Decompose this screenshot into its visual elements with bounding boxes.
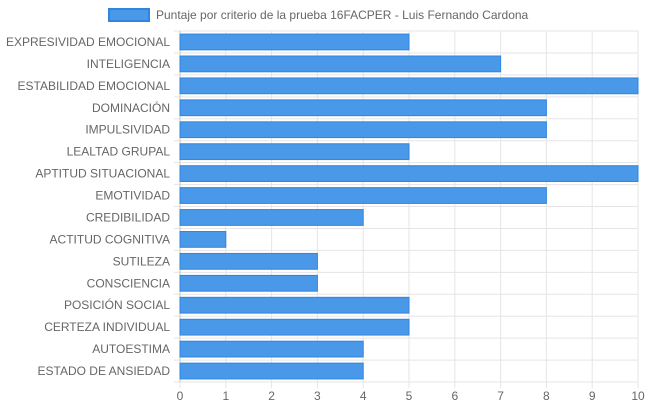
y-tick-label: AUTOESTIMA xyxy=(92,342,170,356)
bar[interactable] xyxy=(179,55,502,73)
x-tick-label: 10 xyxy=(631,389,645,403)
x-tick-label: 7 xyxy=(497,389,504,403)
bar[interactable] xyxy=(179,231,227,248)
x-tick-label: 0 xyxy=(177,389,184,403)
y-tick-label: EMOTIVIDAD xyxy=(95,189,170,203)
y-tick-label: CONSCIENCIA xyxy=(87,276,170,290)
y-axis-labels: EXPRESIVIDAD EMOCIONAL INTELIGENCIA ESTABI… xyxy=(6,35,170,378)
bar[interactable] xyxy=(179,187,547,204)
y-tick-label: EXPRESIVIDAD EMOCIONAL xyxy=(6,35,170,49)
y-tick-label: ESTABILIDAD EMOCIONAL xyxy=(18,79,171,93)
bar[interactable] xyxy=(179,165,639,182)
y-tick-label: DOMINACIÓN xyxy=(92,100,170,115)
y-tick-label: APTITUD SITUACIONAL xyxy=(35,167,170,181)
y-tick-label: SUTILEZA xyxy=(113,254,170,268)
x-tick-label: 9 xyxy=(589,389,596,403)
legend-label: Puntaje por criterio de la prueba 16FACP… xyxy=(156,8,529,22)
y-tick-label: CREDIBILIDAD xyxy=(86,210,170,224)
bars-layer xyxy=(179,33,639,380)
y-tick-label: LEALTAD GRUPAL xyxy=(67,145,171,159)
x-tick-label: 1 xyxy=(222,389,229,403)
x-axis-labels: 0 1 2 3 4 5 6 7 8 9 10 xyxy=(177,389,645,403)
x-tick-label: 5 xyxy=(406,389,413,403)
bar[interactable] xyxy=(179,252,318,270)
y-tick-label: IMPULSIVIDAD xyxy=(85,123,170,137)
bar[interactable] xyxy=(179,143,410,161)
bar[interactable] xyxy=(179,362,364,380)
x-tick-label: 4 xyxy=(360,389,367,403)
y-tick-label: CERTEZA INDIVIDUAL xyxy=(44,320,170,334)
x-tick-label: 3 xyxy=(314,389,321,403)
bar[interactable] xyxy=(179,318,410,336)
x-tick-label: 8 xyxy=(543,389,550,403)
bar[interactable] xyxy=(179,209,364,226)
legend[interactable]: Puntaje por criterio de la prueba 16FACP… xyxy=(108,8,529,22)
bar[interactable] xyxy=(179,296,410,314)
x-tick-label: 2 xyxy=(268,389,275,403)
bar[interactable] xyxy=(179,99,547,117)
y-tick-label: POSICIÓN SOCIAL xyxy=(64,297,170,312)
bar[interactable] xyxy=(179,33,410,51)
y-tick-label: INTELIGENCIA xyxy=(87,57,170,71)
x-tick-label: 6 xyxy=(451,389,458,403)
legend-swatch xyxy=(108,8,150,22)
y-tick-label: ESTADO DE ANSIEDAD xyxy=(38,364,171,378)
y-tick-label: ACTITUD COGNITIVA xyxy=(50,232,170,246)
bar[interactable] xyxy=(179,77,639,95)
bar[interactable] xyxy=(179,340,364,358)
bar[interactable] xyxy=(179,274,318,292)
bar[interactable] xyxy=(179,121,547,139)
